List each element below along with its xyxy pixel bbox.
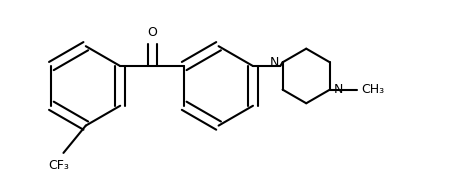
Text: N: N (334, 83, 343, 96)
Text: O: O (147, 26, 157, 39)
Text: CH₃: CH₃ (361, 83, 384, 96)
Text: CF₃: CF₃ (48, 159, 69, 172)
Text: N: N (269, 56, 279, 69)
